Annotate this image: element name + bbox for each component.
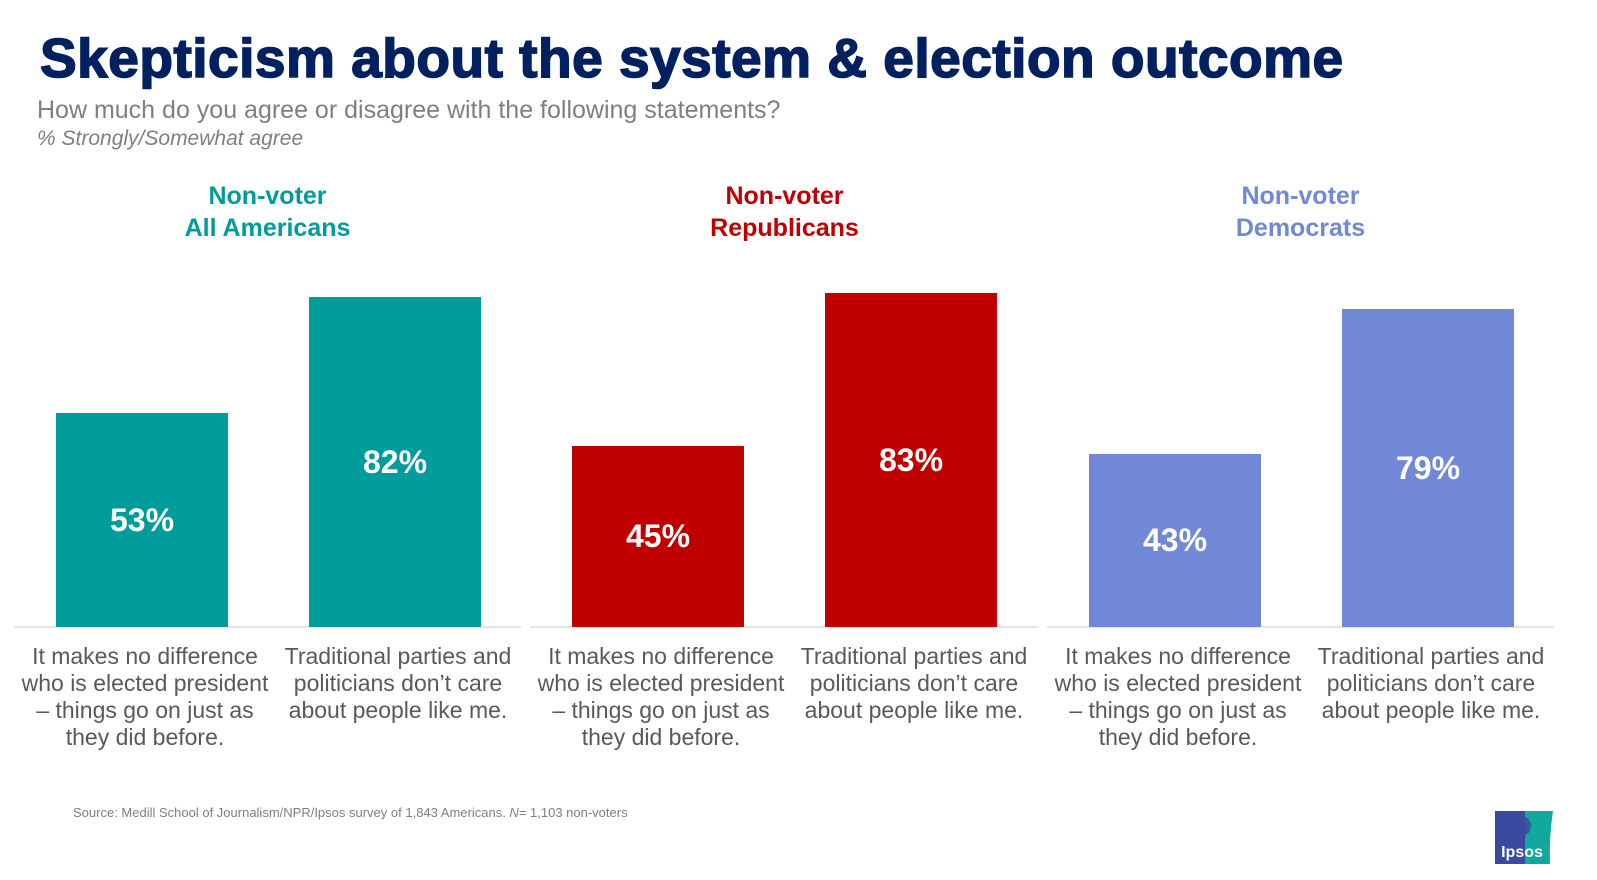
panel-baseline [14, 626, 521, 628]
sample-size-label: N [509, 805, 519, 820]
ipsos-logo: Ipsos [1495, 811, 1553, 864]
bar [572, 445, 744, 627]
panel-title-line2: Democrats [1235, 214, 1366, 242]
ipsos-logo-text: Ipsos [1501, 844, 1543, 861]
bar-value-label: 79% [1395, 449, 1461, 486]
category-label: It makes no difference who is elected pr… [1054, 643, 1302, 750]
chart-subtitle: How much do you agree or disagree with t… [37, 96, 781, 124]
panel-title-2: Non-voter Democrats [1101, 180, 1501, 244]
sample-size-value: = 1,103 non-voters [518, 805, 628, 820]
category-label: It makes no difference who is elected pr… [21, 643, 269, 750]
panel-title-line2: Republicans [710, 214, 859, 242]
panel-baseline [530, 626, 1039, 628]
panel-title-0: Non-voter All Americans [68, 180, 468, 244]
chart-note: % Strongly/Somewhat agree [37, 127, 304, 150]
category-label: Traditional parties and politicians don’… [800, 643, 1028, 723]
bar-value-label: 53% [109, 502, 175, 539]
bar-value-label: 45% [625, 518, 691, 555]
bar [1342, 308, 1514, 627]
bar [56, 413, 228, 627]
ipsos-logo-icon: Ipsos [1495, 811, 1553, 864]
chart-title: Skepticism about the system & election o… [39, 26, 1344, 90]
bar-value-label: 82% [362, 443, 428, 480]
bar [309, 296, 481, 627]
panel-baseline [1047, 626, 1554, 628]
category-label: Traditional parties and politicians don’… [1317, 643, 1545, 723]
panel-title-line1: Non-voter [725, 182, 844, 210]
bar [825, 292, 997, 627]
panel-title-1: Non-voter Republicans [585, 180, 985, 244]
panel-title-line1: Non-voter [208, 182, 327, 210]
source-note: Source: Medill School of Journalism/NPR/… [73, 805, 628, 820]
panel-title-line1: Non-voter [1241, 182, 1360, 210]
bar-value-label: 83% [878, 441, 944, 478]
panel-title-line2: All Americans [184, 214, 351, 242]
bar-value-label: 43% [1142, 522, 1208, 559]
source-text: Source: Medill School of Journalism/NPR/… [73, 805, 510, 820]
category-label: It makes no difference who is elected pr… [537, 643, 785, 750]
category-label: Traditional parties and politicians don’… [284, 643, 512, 723]
bar [1089, 453, 1261, 627]
